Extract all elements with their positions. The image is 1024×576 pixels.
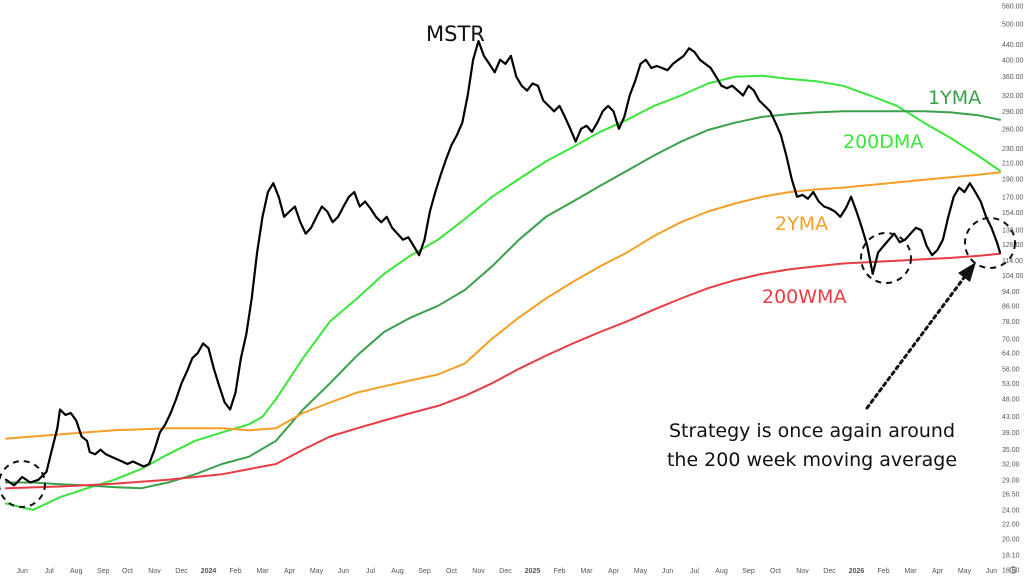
settings-icon[interactable]: [1009, 566, 1017, 574]
y-tick-label: 114.00: [1002, 258, 1023, 265]
x-tick-label: Jun: [662, 568, 673, 575]
y-tick-label: 320.00: [1002, 93, 1024, 100]
label-200dma: 200DMA: [843, 131, 923, 153]
x-tick-label: Apr: [608, 568, 620, 575]
y-tick-label: 138.00: [1002, 228, 1024, 235]
y-tick-label: 48.00: [1002, 397, 1020, 404]
x-tick-label: Aug: [391, 568, 404, 575]
y-tick-label: 400.00: [1002, 57, 1024, 64]
y-tick-label: 32.00: [1002, 462, 1020, 469]
moving-average-lines: [5, 74, 1001, 511]
x-tick-label: 2024: [201, 568, 217, 575]
y-tick-label: 16.50: [1002, 568, 1020, 575]
x-tick-label: May: [634, 568, 648, 575]
x-tick-label: Apr: [932, 568, 944, 575]
y-tick-label: 24.00: [1002, 508, 1020, 515]
y-tick-label: 290.00: [1002, 109, 1024, 116]
highlight-circle-2026-jun: [964, 217, 1016, 269]
x-tick-label: Mar: [904, 568, 917, 575]
note-line-2: the 200 week moving average: [667, 449, 957, 471]
x-tick-label: Aug: [70, 568, 83, 575]
label-200wma: 200WMA: [762, 286, 846, 308]
y-tick-label: 43.00: [1002, 414, 1020, 421]
x-tick-label: Apr: [284, 568, 296, 575]
y-tick-label: 154.00: [1002, 210, 1024, 217]
series-line-200dma: [5, 74, 1001, 511]
y-tick-label: 440.00: [1002, 42, 1024, 49]
x-tick-label: Oct: [446, 568, 457, 575]
y-tick-label: 64.00: [1002, 351, 1020, 358]
y-tick-label: 260.00: [1002, 126, 1024, 133]
x-tick-label: Feb: [553, 568, 565, 575]
dotted-arrow-head: [958, 262, 976, 282]
dotted-arrow: [865, 262, 976, 410]
y-tick-label: 29.00: [1002, 477, 1020, 484]
note-line-1: Strategy is once again around: [669, 420, 955, 442]
chart-title: MSTR: [426, 22, 485, 46]
x-tick-label: May: [958, 568, 972, 575]
x-tick-label: Nov: [796, 568, 809, 575]
price-line-group: [4, 39, 1002, 487]
x-tick-label: May: [310, 568, 324, 575]
x-tick-label: Oct: [770, 568, 781, 575]
series-line-200wma: [5, 252, 1001, 490]
y-tick-label: 58.00: [1002, 366, 1020, 373]
x-tick-label: Jun: [986, 568, 997, 575]
x-tick-label: Sep: [742, 568, 755, 575]
series-line-1yma: [5, 110, 1001, 490]
series-labels: MSTR 1YMA 200DMA 2YMA 200WMA Strategy is…: [426, 22, 981, 471]
x-tick-label: Jul: [690, 568, 699, 575]
label-1yma: 1YMA: [928, 87, 981, 109]
x-tick-label: Mar: [256, 568, 269, 575]
series-line-mstr: [4, 39, 1002, 487]
x-tick-label: Jun: [338, 568, 349, 575]
y-tick-label: 86.00: [1002, 303, 1020, 310]
x-tick-label: Feb: [877, 568, 889, 575]
y-tick-label: 94.00: [1002, 289, 1020, 296]
x-tick-label: 2025: [525, 568, 541, 575]
y-tick-label: 126.00: [1002, 242, 1024, 249]
y-tick-label: 53.00: [1002, 381, 1020, 388]
highlight-circle-2023: [0, 460, 46, 508]
highlight-circle-2026-feb: [860, 232, 912, 284]
x-tick-label: Dec: [499, 568, 512, 575]
x-tick-label: Nov: [148, 568, 161, 575]
y-tick-label: 26.50: [1002, 492, 1020, 499]
x-tick-label: 2026: [849, 568, 865, 575]
label-2yma: 2YMA: [775, 213, 828, 235]
y-tick-label: 170.00: [1002, 194, 1024, 201]
x-tick-label: Mar: [580, 568, 593, 575]
x-tick-label: Dec: [175, 568, 188, 575]
x-tick-label: Sep: [97, 568, 110, 575]
x-tick-label: Dec: [823, 568, 836, 575]
x-tick-label: Aug: [715, 568, 728, 575]
x-tick-label: Jul: [366, 568, 375, 575]
dotted-arrow-shaft: [865, 273, 968, 410]
y-axis: 560.00 500.00 440.00 400.00 360.00 320.00 290.…: [1002, 4, 1024, 575]
y-tick-label: 190.00: [1002, 177, 1024, 184]
y-tick-label: 39.00: [1002, 430, 1020, 437]
x-tick-label: Jun: [17, 568, 28, 575]
highlight-circles: [0, 217, 1016, 508]
x-tick-label: Jul: [45, 568, 54, 575]
y-tick-label: 210.00: [1002, 161, 1024, 168]
y-tick-label: 104.00: [1002, 273, 1024, 280]
x-tick-label: Sep: [418, 568, 431, 575]
x-tick-label: Oct: [122, 568, 133, 575]
y-tick-label: 18.10: [1002, 553, 1020, 560]
series-line-2yma: [5, 171, 1001, 440]
x-tick-label: Feb: [229, 568, 241, 575]
y-tick-label: 70.00: [1002, 336, 1020, 343]
y-tick-label: 360.00: [1002, 74, 1024, 81]
y-tick-label: 230.00: [1002, 146, 1024, 153]
y-tick-label: 35.00: [1002, 447, 1020, 454]
y-tick-label: 22.00: [1002, 522, 1020, 529]
x-tick-label: Nov: [472, 568, 485, 575]
y-tick-label: 500.00: [1002, 22, 1024, 29]
y-tick-label: 560.00: [1002, 4, 1024, 11]
x-axis: Jun Jul Aug Sep Oct Nov Dec 2024 Feb Mar Apr May Jun…: [17, 568, 998, 575]
y-tick-label: 20.00: [1002, 537, 1020, 544]
y-tick-label: 78.00: [1002, 319, 1020, 326]
